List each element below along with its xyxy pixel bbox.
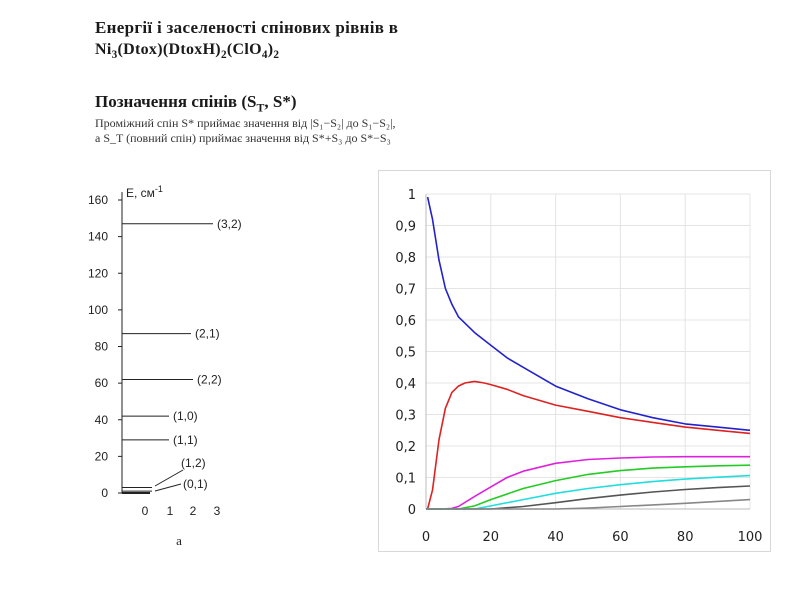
series-line-6 — [426, 485, 751, 510]
y-tick-label: 0 — [408, 503, 416, 518]
y-tick-label: 0,7 — [395, 283, 416, 298]
y-tick-label: 0,1 — [395, 472, 416, 487]
y-tick-label: 0,8 — [395, 251, 416, 266]
energy-level-label: (0,1) — [183, 477, 208, 491]
y-tick-label: 80 — [95, 340, 109, 354]
x-tick-label: 20 — [483, 530, 500, 545]
page-title: Енергії і заселеності спінових рівнів в … — [95, 17, 398, 66]
note-line-2: а S_T (повний спін) приймає значення від… — [95, 131, 391, 145]
y-tick-label: 40 — [95, 413, 109, 427]
y-tick-label: 120 — [88, 266, 108, 280]
x-tick-label: 0 — [142, 504, 149, 518]
series-line-1 — [426, 196, 751, 432]
energy-level-label: (1,2) — [181, 456, 206, 470]
y-tick-label: 0,6 — [395, 314, 416, 329]
x-axis-label: a — [176, 533, 182, 548]
spin-notation-note: Проміжний спін S* приймає значення від |… — [95, 116, 395, 146]
x-tick-label: 40 — [547, 530, 564, 545]
y-tick-label: 0,2 — [395, 440, 416, 455]
spin-notation-heading: Позначення спінів (ST, S*) — [95, 92, 297, 115]
y-tick-label: 0 — [101, 486, 108, 500]
y-tick-label: 0,3 — [395, 409, 416, 424]
series-line-5 — [426, 474, 751, 510]
series-line-4 — [426, 464, 751, 510]
y-tick-label: 60 — [95, 376, 109, 390]
y-tick-label: 1 — [408, 188, 416, 203]
series-line-7 — [426, 498, 751, 510]
energy-level-label: (1,1) — [173, 433, 198, 447]
x-tick-label: 100 — [738, 530, 763, 545]
leader-line — [154, 469, 184, 487]
x-tick-label: 3 — [214, 504, 221, 518]
y-tick-label: 0,9 — [395, 220, 416, 235]
leader-line — [154, 483, 182, 492]
x-tick-label: 80 — [677, 530, 694, 545]
note-line-1: Проміжний спін S* приймає значення від |… — [95, 116, 396, 130]
series-line-3 — [426, 455, 750, 510]
energy-level-label: (3,2) — [217, 217, 242, 231]
population-line-chart: 0 0,1 0,2 0,3 0,4 0,5 0,6 0,7 0,8 0,9 1 0 20 40 60 80 10… — [395, 188, 763, 545]
y-tick-label: 0,5 — [395, 346, 416, 361]
energy-level-label: (2,1) — [195, 327, 220, 341]
y-axis-label: E, см-1 — [126, 184, 163, 200]
y-tick-label: 100 — [88, 303, 108, 317]
title-line-2: Ni3(Dtox)(DtoxH)2(ClO4)2 — [95, 41, 280, 62]
y-tick-label: 160 — [88, 193, 108, 207]
x-tick-label: 1 — [167, 504, 174, 518]
x-tick-label: 2 — [190, 504, 197, 518]
x-tick-label: 0 — [422, 530, 430, 545]
energy-level-label: (2,2) — [197, 372, 222, 386]
y-tick-label: 20 — [95, 449, 109, 463]
y-tick-label: 0,4 — [395, 377, 416, 392]
y-tick-label: 140 — [88, 230, 108, 244]
energy-level-label: (1,0) — [173, 409, 198, 423]
x-tick-label: 60 — [612, 530, 629, 545]
title-line-1: Енергії і заселеності спінових рівнів в — [95, 18, 399, 37]
y-axis-label-sup: -1 — [155, 184, 163, 194]
series-line-2 — [426, 380, 751, 510]
